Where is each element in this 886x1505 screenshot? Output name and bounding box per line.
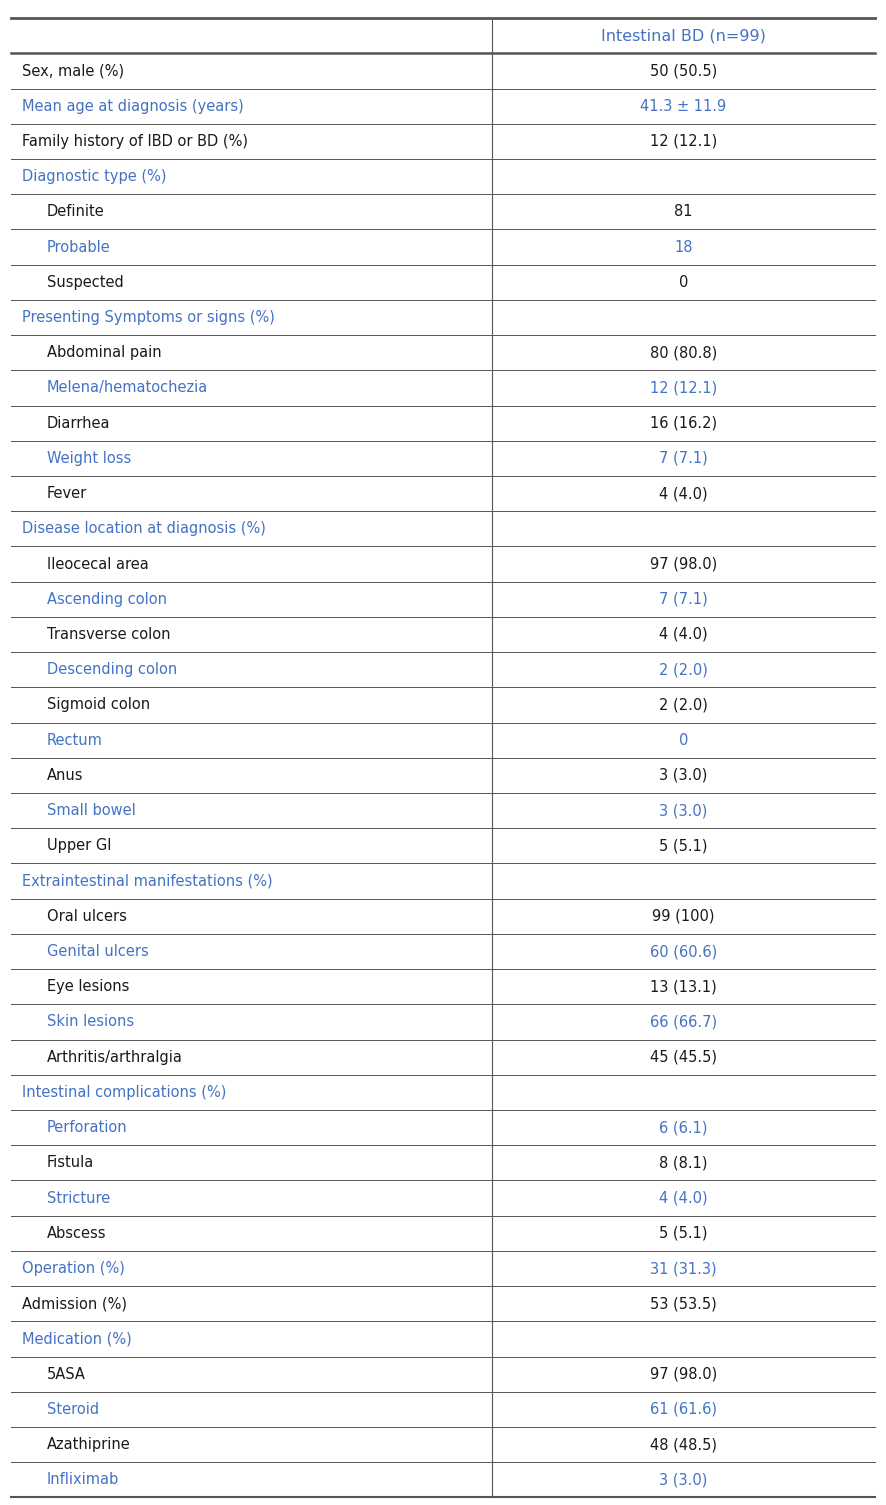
- Text: 99 (100): 99 (100): [652, 909, 715, 924]
- Text: Perforation: Perforation: [47, 1120, 128, 1135]
- Text: Diarrhea: Diarrhea: [47, 415, 111, 430]
- Text: Stricture: Stricture: [47, 1190, 110, 1206]
- Text: Transverse colon: Transverse colon: [47, 628, 170, 643]
- Text: Anus: Anus: [47, 768, 83, 783]
- Text: Steroid: Steroid: [47, 1403, 99, 1416]
- Text: Probable: Probable: [47, 239, 111, 254]
- Text: Intestinal BD (n=99): Intestinal BD (n=99): [601, 29, 766, 44]
- Text: 3 (3.0): 3 (3.0): [659, 1472, 708, 1487]
- Text: Admission (%): Admission (%): [22, 1296, 128, 1311]
- Text: 66 (66.7): 66 (66.7): [650, 1014, 717, 1029]
- Text: Azathiprine: Azathiprine: [47, 1437, 131, 1452]
- Text: 50 (50.5): 50 (50.5): [650, 63, 717, 78]
- Text: Genital ulcers: Genital ulcers: [47, 944, 149, 959]
- Text: Ascending colon: Ascending colon: [47, 591, 167, 607]
- Text: Medication (%): Medication (%): [22, 1332, 132, 1347]
- Text: 3 (3.0): 3 (3.0): [659, 768, 708, 783]
- Text: 8 (8.1): 8 (8.1): [659, 1156, 708, 1171]
- Text: Small bowel: Small bowel: [47, 804, 136, 819]
- Text: Fistula: Fistula: [47, 1156, 94, 1171]
- Text: Weight loss: Weight loss: [47, 452, 131, 467]
- Text: 31 (31.3): 31 (31.3): [650, 1261, 717, 1276]
- Text: 3 (3.0): 3 (3.0): [659, 804, 708, 819]
- Text: 5ASA: 5ASA: [47, 1367, 86, 1382]
- Text: 12 (12.1): 12 (12.1): [650, 134, 717, 149]
- Text: 4 (4.0): 4 (4.0): [659, 486, 708, 501]
- Text: Extraintestinal manifestations (%): Extraintestinal manifestations (%): [22, 873, 273, 888]
- Text: 5 (5.1): 5 (5.1): [659, 1225, 708, 1240]
- Text: 6 (6.1): 6 (6.1): [659, 1120, 708, 1135]
- Text: 13 (13.1): 13 (13.1): [650, 980, 717, 995]
- Text: 4 (4.0): 4 (4.0): [659, 1190, 708, 1206]
- Text: Skin lesions: Skin lesions: [47, 1014, 134, 1029]
- Text: Mean age at diagnosis (years): Mean age at diagnosis (years): [22, 99, 244, 113]
- Text: Suspected: Suspected: [47, 275, 124, 290]
- Text: Eye lesions: Eye lesions: [47, 980, 129, 995]
- Text: Abdominal pain: Abdominal pain: [47, 345, 161, 360]
- Text: 97 (98.0): 97 (98.0): [650, 557, 717, 572]
- Text: 53 (53.5): 53 (53.5): [650, 1296, 717, 1311]
- Text: Melena/hematochezia: Melena/hematochezia: [47, 381, 208, 396]
- Text: 97 (98.0): 97 (98.0): [650, 1367, 717, 1382]
- Text: 41.3 ± 11.9: 41.3 ± 11.9: [641, 99, 727, 113]
- Text: 45 (45.5): 45 (45.5): [650, 1049, 717, 1064]
- Text: Upper GI: Upper GI: [47, 838, 112, 853]
- Text: Definite: Definite: [47, 205, 105, 220]
- Text: Descending colon: Descending colon: [47, 662, 177, 677]
- Text: Oral ulcers: Oral ulcers: [47, 909, 127, 924]
- Text: Family history of IBD or BD (%): Family history of IBD or BD (%): [22, 134, 248, 149]
- Text: Operation (%): Operation (%): [22, 1261, 125, 1276]
- Text: Intestinal complications (%): Intestinal complications (%): [22, 1085, 227, 1100]
- Text: 80 (80.8): 80 (80.8): [650, 345, 717, 360]
- Text: 7 (7.1): 7 (7.1): [659, 591, 708, 607]
- Text: 2 (2.0): 2 (2.0): [659, 697, 708, 712]
- Text: 81: 81: [674, 205, 693, 220]
- Text: 16 (16.2): 16 (16.2): [650, 415, 717, 430]
- Text: 5 (5.1): 5 (5.1): [659, 838, 708, 853]
- Text: Disease location at diagnosis (%): Disease location at diagnosis (%): [22, 521, 266, 536]
- Text: 12 (12.1): 12 (12.1): [650, 381, 717, 396]
- Text: 61 (61.6): 61 (61.6): [650, 1403, 717, 1416]
- Text: Abscess: Abscess: [47, 1225, 106, 1240]
- Text: 18: 18: [674, 239, 693, 254]
- Text: Arthritis/arthralgia: Arthritis/arthralgia: [47, 1049, 183, 1064]
- Text: Ileocecal area: Ileocecal area: [47, 557, 149, 572]
- Text: Fever: Fever: [47, 486, 87, 501]
- Text: 0: 0: [679, 275, 688, 290]
- Text: 0: 0: [679, 733, 688, 748]
- Text: 48 (48.5): 48 (48.5): [650, 1437, 717, 1452]
- Text: 60 (60.6): 60 (60.6): [650, 944, 717, 959]
- Text: Presenting Symptoms or signs (%): Presenting Symptoms or signs (%): [22, 310, 275, 325]
- Text: Sigmoid colon: Sigmoid colon: [47, 697, 150, 712]
- Text: 4 (4.0): 4 (4.0): [659, 628, 708, 643]
- Text: Rectum: Rectum: [47, 733, 103, 748]
- Text: 2 (2.0): 2 (2.0): [659, 662, 708, 677]
- Text: Diagnostic type (%): Diagnostic type (%): [22, 169, 167, 184]
- Text: Sex, male (%): Sex, male (%): [22, 63, 124, 78]
- Text: 7 (7.1): 7 (7.1): [659, 452, 708, 467]
- Text: Infliximab: Infliximab: [47, 1472, 120, 1487]
